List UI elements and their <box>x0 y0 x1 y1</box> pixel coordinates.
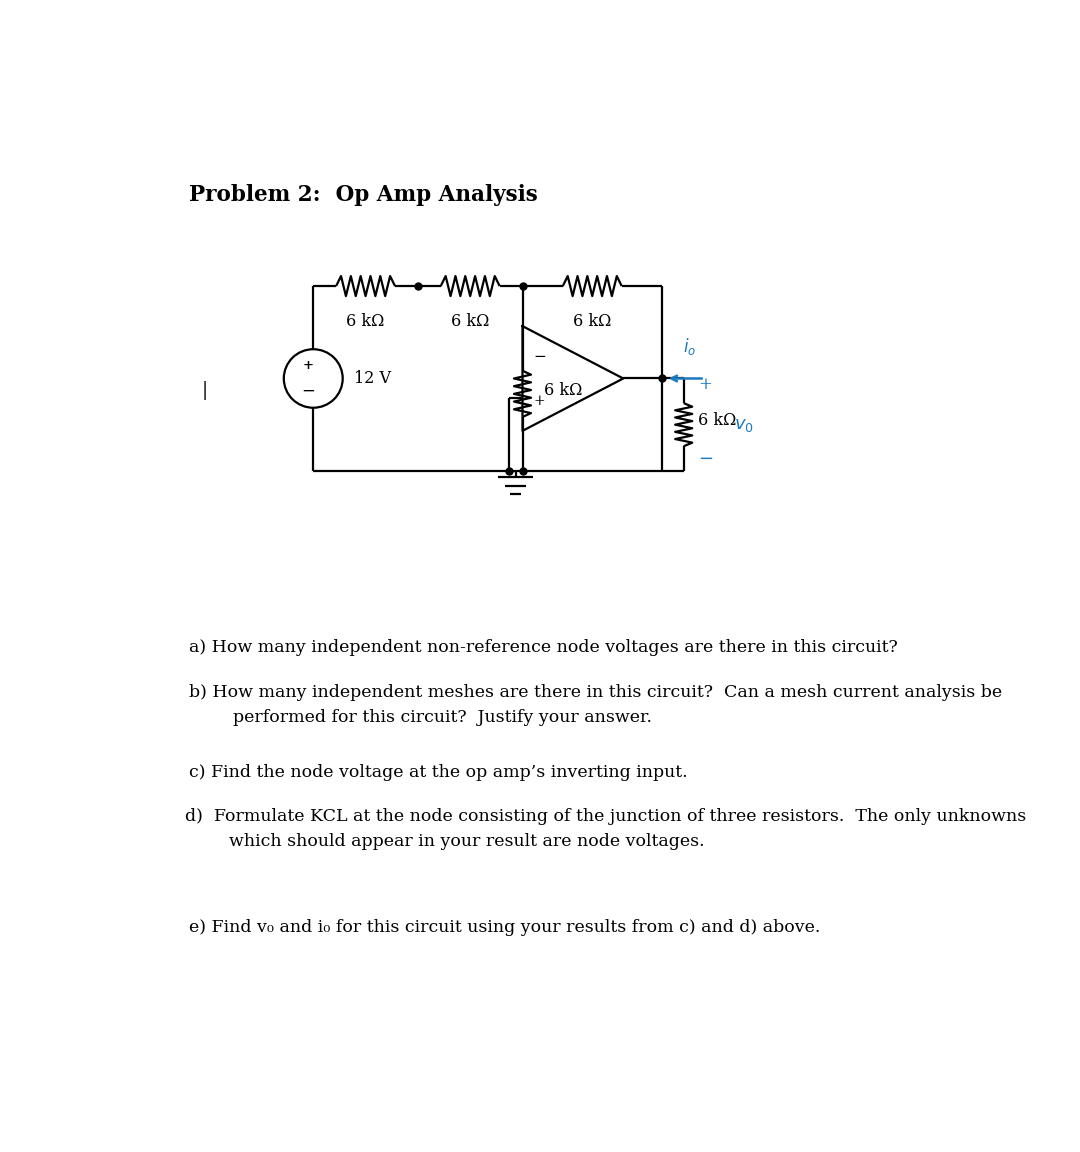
Text: +: + <box>699 377 713 393</box>
Text: Problem 2:  Op Amp Analysis: Problem 2: Op Amp Analysis <box>189 184 538 206</box>
Text: $v_0$: $v_0$ <box>734 416 754 433</box>
Text: −: − <box>698 450 713 469</box>
Text: 6 kΩ: 6 kΩ <box>698 412 737 430</box>
Text: e) Find v₀ and i₀ for this circuit using your results from c) and d) above.: e) Find v₀ and i₀ for this circuit using… <box>189 919 821 935</box>
Text: 6 kΩ: 6 kΩ <box>347 313 384 329</box>
Text: |: | <box>202 380 207 400</box>
Text: b) How many independent meshes are there in this circuit?  Can a mesh current an: b) How many independent meshes are there… <box>189 684 1002 726</box>
Text: a) How many independent non-reference node voltages are there in this circuit?: a) How many independent non-reference no… <box>189 639 899 657</box>
Text: −: − <box>301 384 315 400</box>
Text: 6 kΩ: 6 kΩ <box>573 313 611 329</box>
Text: 6 kΩ: 6 kΩ <box>544 381 582 399</box>
Text: +: + <box>534 394 545 408</box>
Text: −: − <box>534 350 545 364</box>
Text: c) Find the node voltage at the op amp’s inverting input.: c) Find the node voltage at the op amp’s… <box>189 764 688 781</box>
Text: d)  Formulate KCL at the node consisting of the junction of three resistors.  Th: d) Formulate KCL at the node consisting … <box>186 808 1026 850</box>
Text: 6 kΩ: 6 kΩ <box>451 313 489 329</box>
Text: +: + <box>303 359 314 372</box>
Text: $i_o$: $i_o$ <box>683 336 696 357</box>
Text: 12 V: 12 V <box>353 370 391 387</box>
